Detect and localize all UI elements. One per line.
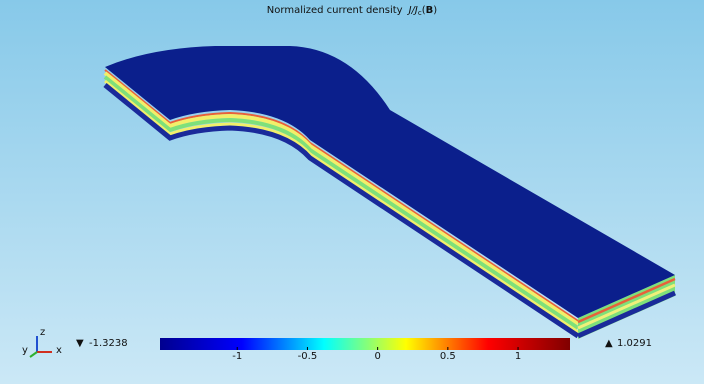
- min-marker: ▼: [76, 338, 84, 349]
- z-label: z: [40, 327, 45, 338]
- colorbar-tick-label: -1: [232, 351, 242, 362]
- colorbar-tick-label: 0.5: [440, 351, 456, 362]
- x-label: x: [56, 345, 62, 356]
- viewport: Normalized current densityJ/Jc(B) z x y …: [0, 0, 704, 384]
- y-label: y: [22, 345, 28, 356]
- max-label: 1.0291: [617, 338, 652, 349]
- min-label: -1.3238: [89, 338, 128, 349]
- colorbar-tick-label: 0: [374, 351, 380, 362]
- max-marker: ▲: [605, 338, 613, 349]
- colorbar-gradient: [160, 338, 570, 350]
- colorbar-tick-label: -0.5: [298, 351, 318, 362]
- colorbar-tick-label: 1: [515, 351, 521, 362]
